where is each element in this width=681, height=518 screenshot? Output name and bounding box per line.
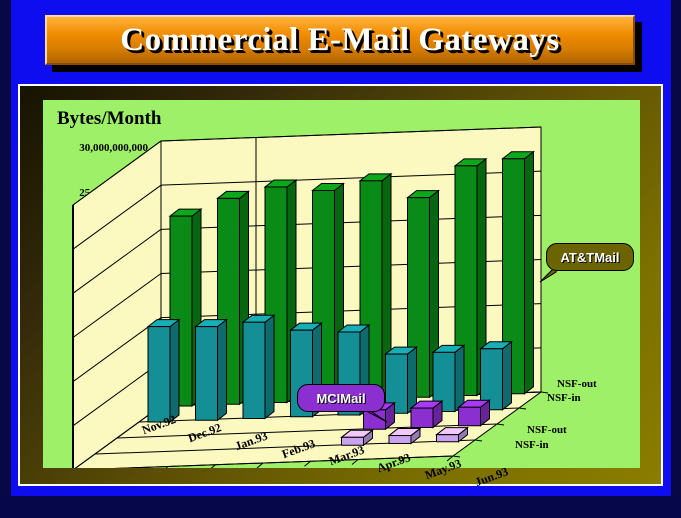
depth-label-nsf-in-mci: NSF-in (515, 439, 549, 451)
depth-label-nsf-out-mci: NSF-out (527, 424, 567, 436)
right-edge-band (671, 0, 681, 518)
bottom-edge-band (0, 496, 681, 518)
bar-chart-3d (72, 126, 549, 468)
callout-mci-mail-label: MCIMail (316, 390, 366, 406)
y-tick-label-30b: 30,000,000,000 (79, 142, 148, 154)
left-edge-band (0, 0, 11, 518)
callout-mci-mail[interactable]: MCIMail (297, 384, 385, 412)
y-axis-title: Bytes/Month (57, 108, 162, 129)
page-title: Commercial E-Mail Gateways (120, 21, 560, 58)
callout-att-mail-label: AT&TMail (560, 249, 620, 265)
callout-att-mail[interactable]: AT&TMail (546, 243, 634, 271)
depth-label-nsf-in-att: NSF-in (547, 392, 581, 404)
title-banner: Commercial E-Mail Gateways (45, 15, 635, 65)
depth-label-nsf-out-att: NSF-out (557, 378, 597, 390)
